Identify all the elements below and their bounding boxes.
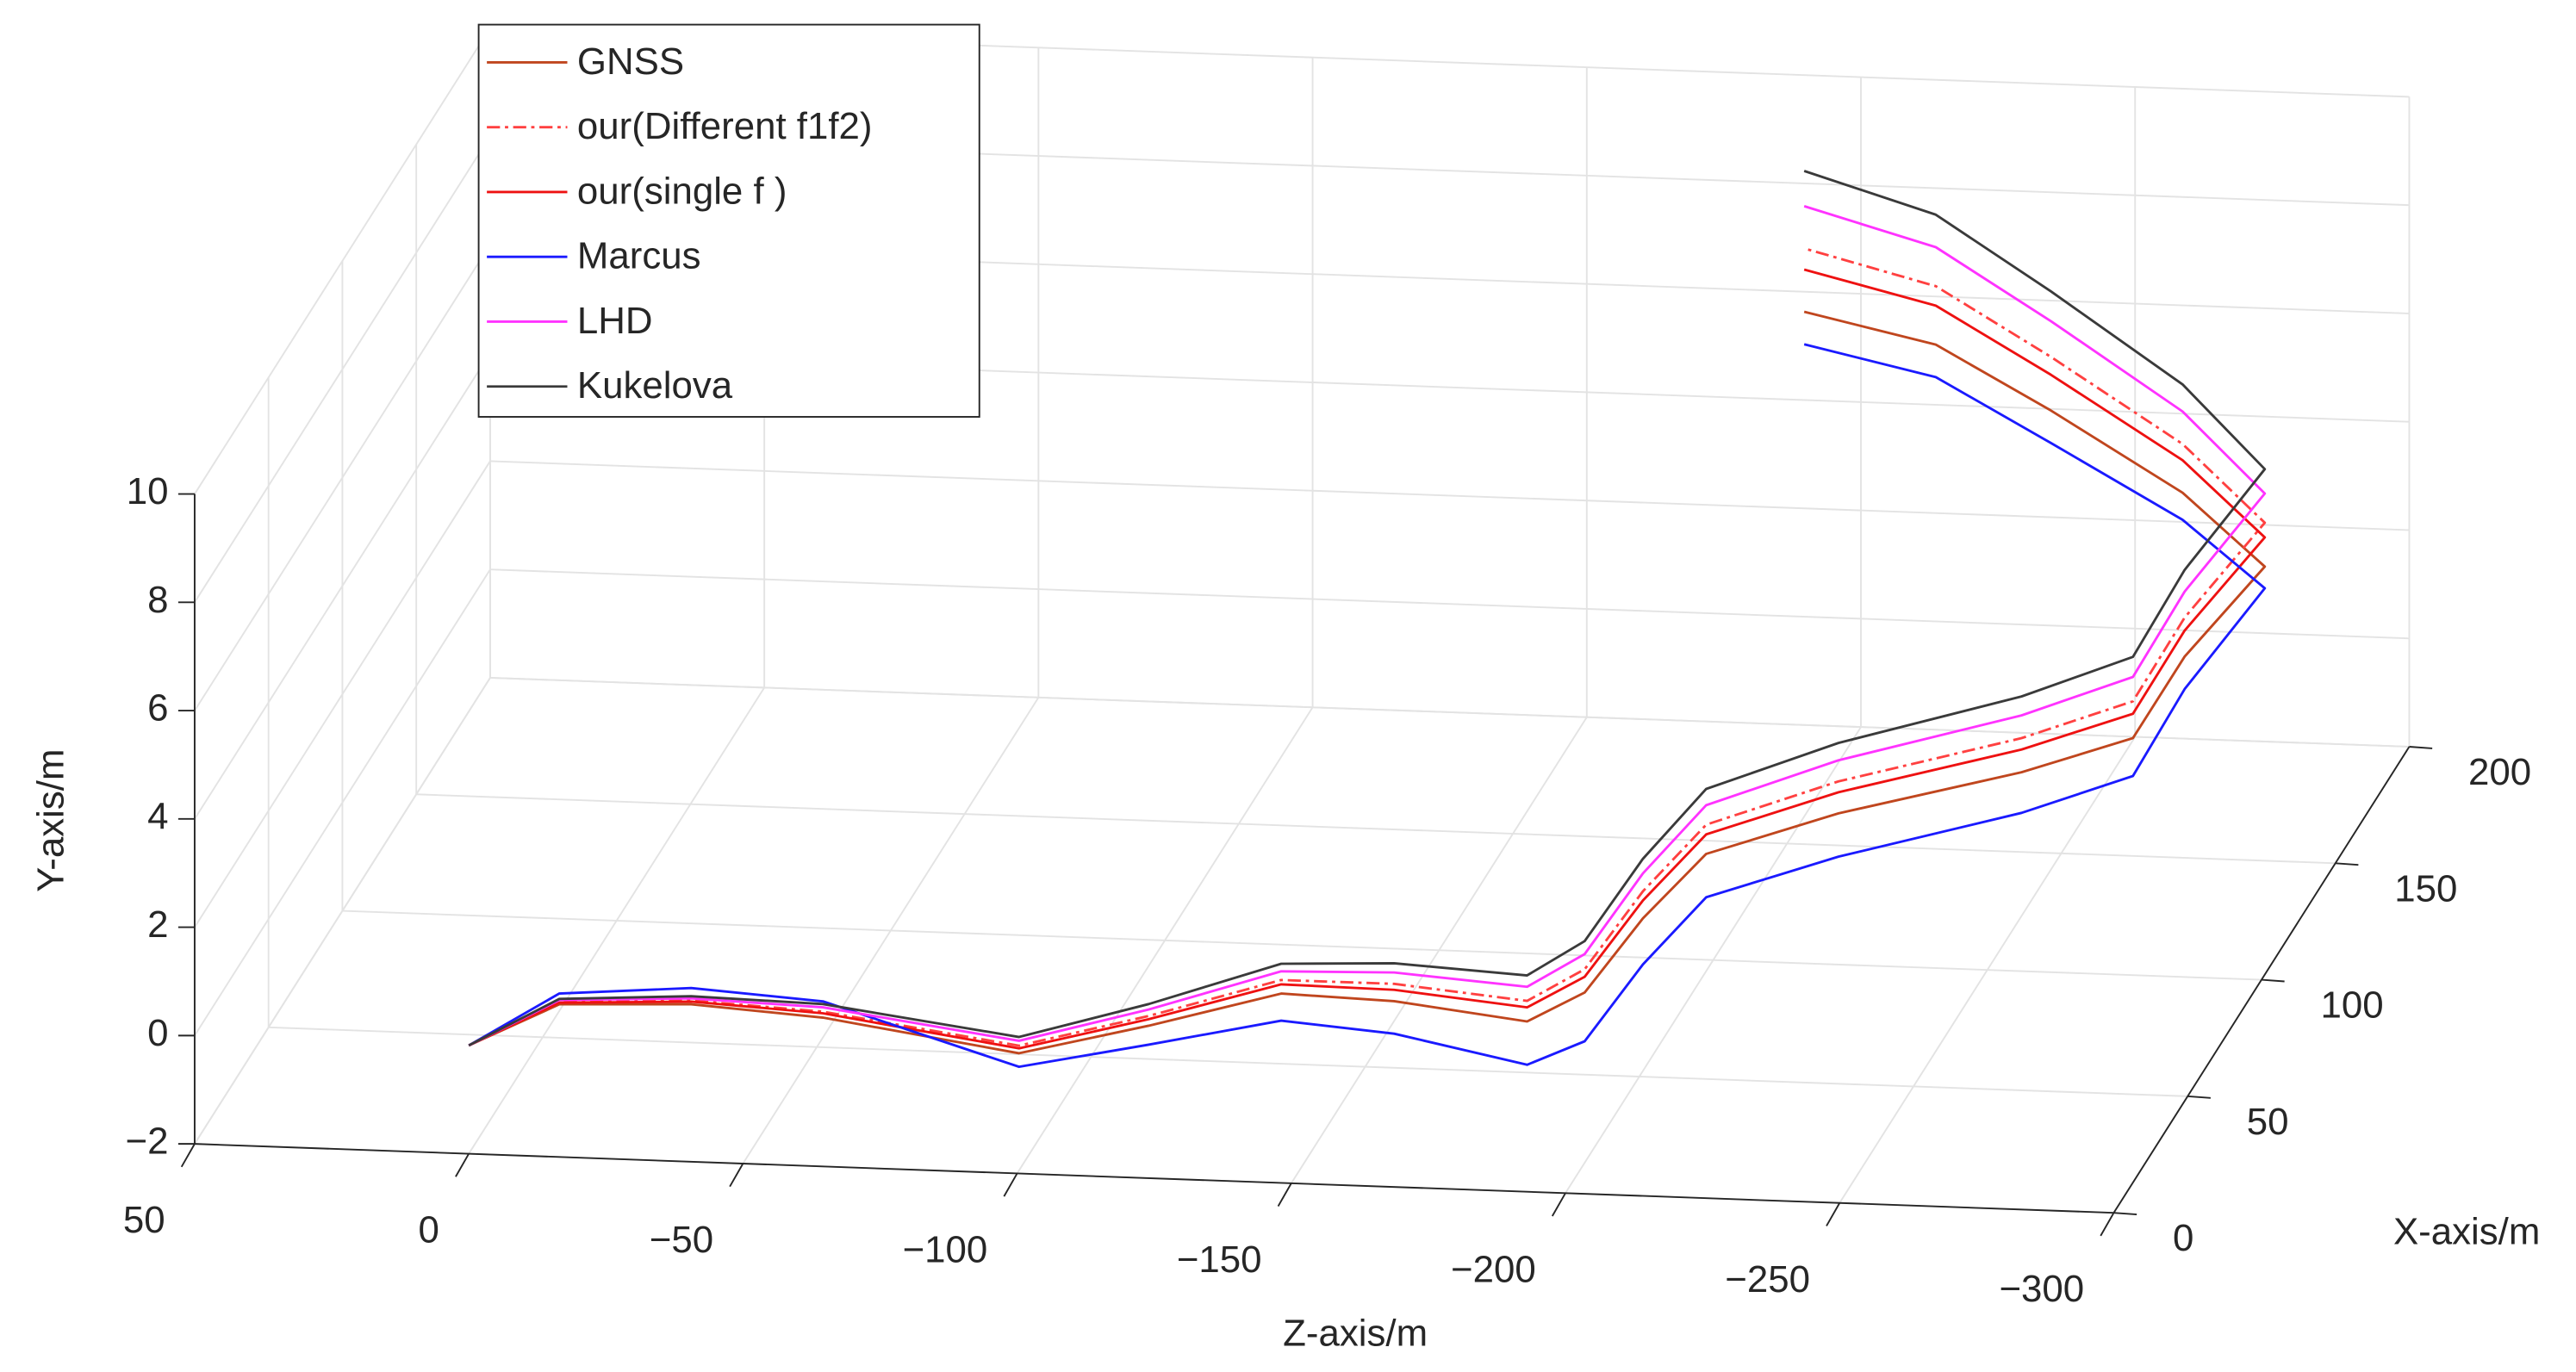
x-axis-label: X-axis/m — [2393, 1211, 2540, 1253]
axes: −2 0 2 4 6 8 10 50 0 −50 −100 −150 −200 −250 −300 0 50 10… — [123, 470, 2531, 1310]
z-tick — [2100, 1212, 2115, 1237]
z-tick-label: −300 — [1999, 1268, 2084, 1310]
z-tick — [1003, 1172, 1018, 1197]
z-tick-label: −250 — [1725, 1258, 1810, 1301]
grid-line — [194, 460, 491, 928]
z-tick-label: −100 — [903, 1228, 988, 1270]
grid-line — [194, 352, 491, 820]
trajectory-line — [468, 170, 2267, 1047]
trajectory-line — [468, 343, 2267, 1069]
plot-lines — [468, 170, 2267, 1069]
y-tick-label: 0 — [147, 1012, 168, 1054]
y-tick-label: 4 — [147, 795, 168, 837]
z-tick — [180, 1143, 196, 1168]
z-tick-label: 50 — [123, 1199, 165, 1241]
legend-label: Marcus — [577, 235, 701, 277]
x-tick — [2335, 862, 2359, 866]
grid-line — [194, 27, 491, 495]
z-tick — [1551, 1192, 1566, 1217]
y-tick-label: 6 — [147, 687, 168, 729]
x-tick-label: 200 — [2468, 751, 2531, 793]
z-tick — [729, 1163, 744, 1188]
grid-line — [194, 677, 491, 1145]
trajectory-line — [468, 268, 2267, 1050]
x-tick — [2261, 978, 2285, 983]
legend-label: our(single f ) — [577, 170, 787, 212]
grid-line — [342, 909, 2262, 981]
grid-line — [489, 460, 2410, 531]
grid-line — [194, 568, 491, 1036]
z-tick — [455, 1153, 470, 1177]
z-tick-label: −50 — [650, 1219, 713, 1261]
x-tick-label: 0 — [2173, 1217, 2193, 1259]
z-tick — [1826, 1202, 1841, 1226]
trajectory-line — [468, 310, 2267, 1055]
y-axis-label: Y-axis/m — [30, 749, 72, 892]
z-axis-label: Z-axis/m — [1283, 1313, 1428, 1355]
grid-line — [194, 244, 491, 711]
z-tick-label: −150 — [1177, 1239, 1262, 1281]
x-tick — [2113, 1212, 2137, 1216]
x-tick-label: 150 — [2394, 867, 2457, 909]
z-tick-label: −200 — [1451, 1248, 1536, 1290]
legend-label: GNSS — [577, 40, 684, 83]
z-tick — [1277, 1183, 1292, 1207]
x-tick-label: 100 — [2321, 984, 2384, 1027]
legend-label: Kukelova — [577, 364, 733, 407]
z-tick-label: 0 — [418, 1209, 439, 1251]
x-tick — [2187, 1095, 2211, 1099]
x-tick — [2409, 746, 2433, 749]
legend: GNSS our(Different f1f2) our(single f ) Mar… — [477, 23, 980, 418]
grid-line — [416, 793, 2336, 865]
y-tick-label: 10 — [127, 470, 169, 512]
z-axis-line — [194, 1143, 2114, 1214]
grid-line — [194, 135, 491, 603]
grid-line — [489, 568, 2410, 640]
grid-line — [489, 677, 2410, 748]
y-tick-label: 8 — [147, 579, 168, 621]
legend-label: LHD — [577, 300, 653, 342]
trajectory-line — [468, 205, 2267, 1047]
y-tick-label: 2 — [147, 903, 168, 946]
legend-box — [477, 23, 980, 418]
legend-label: our(Different f1f2) — [577, 105, 873, 147]
y-tick-label: −2 — [125, 1121, 168, 1163]
grid-line — [268, 1026, 2188, 1097]
x-tick-label: 50 — [2247, 1101, 2289, 1143]
